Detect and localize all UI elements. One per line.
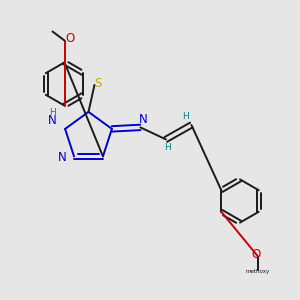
Text: methoxy: methoxy bbox=[246, 269, 270, 274]
Text: N: N bbox=[58, 152, 67, 164]
Text: O: O bbox=[65, 32, 74, 45]
Text: O: O bbox=[252, 248, 261, 262]
Text: H: H bbox=[182, 112, 189, 121]
Text: H: H bbox=[49, 108, 56, 117]
Text: O—: O— bbox=[258, 267, 260, 268]
Text: S: S bbox=[94, 77, 102, 90]
Text: N: N bbox=[48, 114, 57, 127]
Text: H: H bbox=[164, 143, 171, 152]
Text: N: N bbox=[138, 113, 147, 126]
